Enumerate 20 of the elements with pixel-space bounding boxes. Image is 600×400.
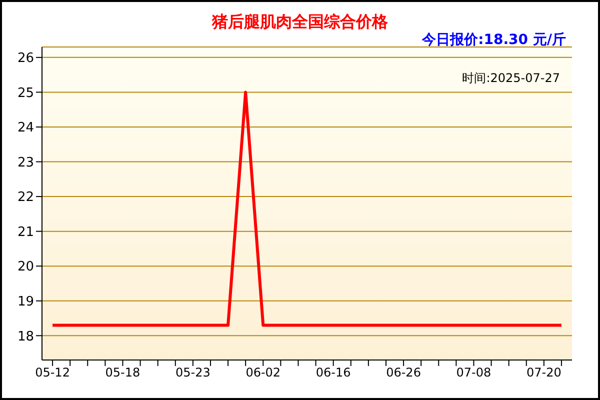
y-tick-label: 21 bbox=[17, 224, 34, 240]
chart-subtitle: 今日报价:18.30 元/斤 bbox=[422, 31, 566, 49]
x-tick-label: 05-18 bbox=[105, 366, 140, 380]
y-tick-label: 20 bbox=[17, 260, 34, 275]
x-tick-label: 06-16 bbox=[316, 366, 351, 380]
annotation: 时间:2025-07-27 bbox=[462, 70, 560, 87]
chart-title: 猪后腿肌肉全国综合价格 bbox=[210, 12, 389, 33]
y-tick-label: 22 bbox=[17, 190, 34, 206]
y-tick-label: 18 bbox=[17, 329, 34, 344]
x-tick-label: 06-26 bbox=[386, 366, 421, 380]
y-tick-label: 26 bbox=[17, 51, 34, 66]
y-tick-label: 25 bbox=[17, 86, 34, 101]
y-tick-label: 19 bbox=[17, 294, 34, 310]
x-tick-label: 05-12 bbox=[35, 366, 70, 380]
x-tick-label: 07-08 bbox=[456, 366, 492, 380]
x-tick-label: 05-23 bbox=[175, 366, 210, 380]
x-tick-label: 07-20 bbox=[526, 366, 562, 380]
y-tick-label: 24 bbox=[17, 120, 34, 136]
y-tick-label: 23 bbox=[17, 155, 34, 170]
x-tick-label: 06-02 bbox=[246, 366, 281, 380]
